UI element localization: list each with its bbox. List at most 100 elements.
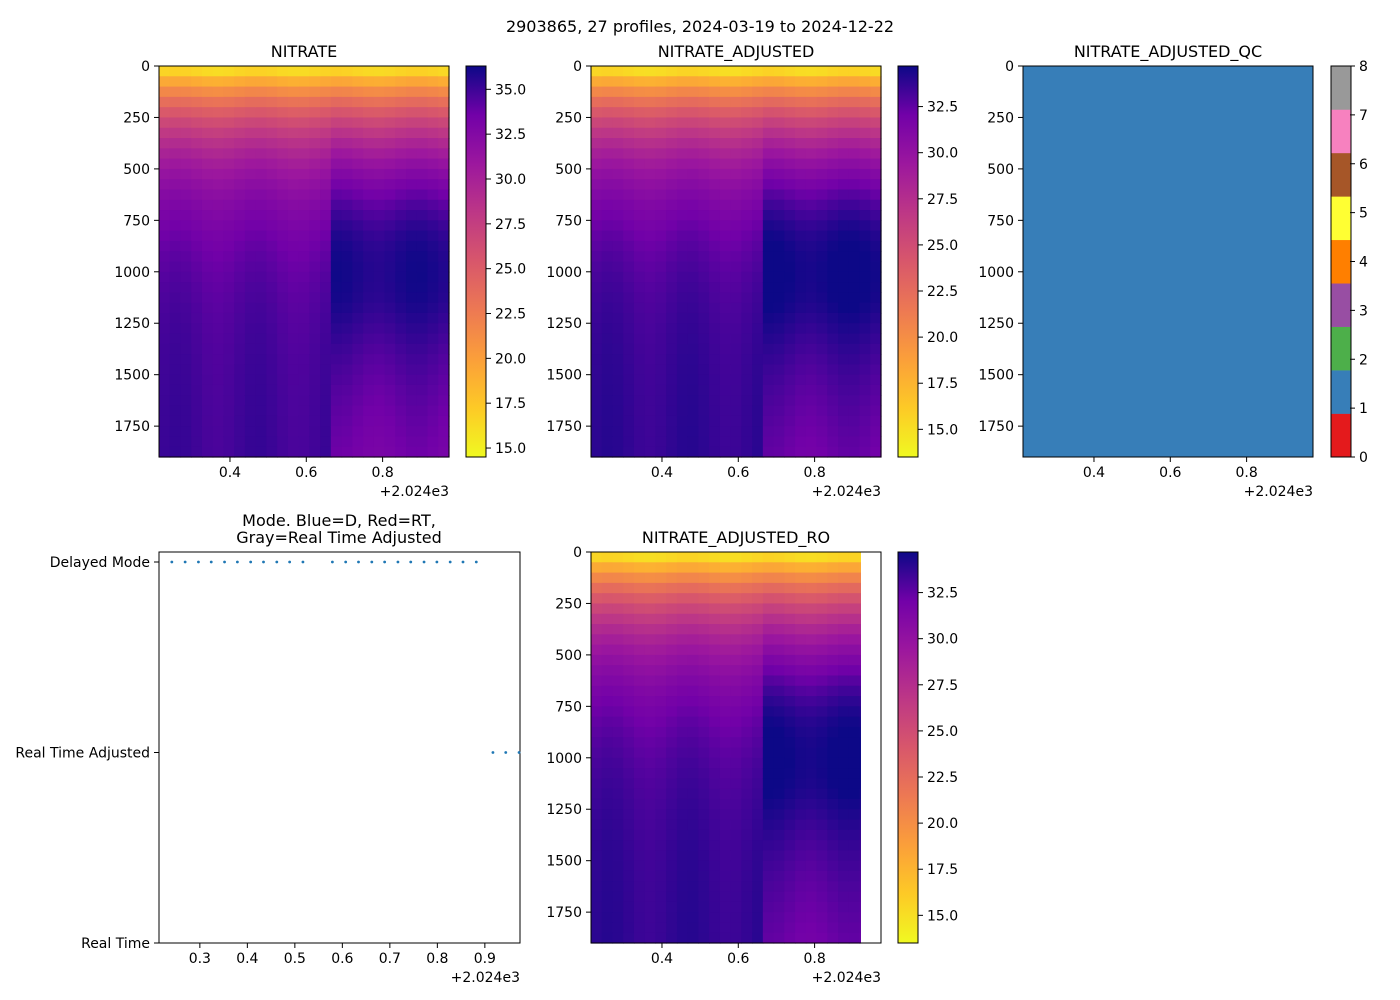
heatmap-cell [644,76,657,88]
heatmap-cell [752,436,764,448]
heatmap-cell [601,757,614,769]
axes-title: NITRATE_ADJUSTED_RO [642,528,830,548]
heatmap-cell [730,168,742,180]
heatmap-cell [698,922,710,934]
heatmap-cell [201,323,214,335]
heatmap-cell [848,251,861,263]
heatmap-cell [827,829,839,841]
heatmap-cell [655,107,667,119]
heatmap-cell [201,138,214,149]
heatmap-cell [816,148,828,160]
heatmap-cell [762,922,775,934]
heatmap-cell [816,922,828,934]
heatmap-cell [633,922,646,934]
heatmap-cell [601,798,614,810]
heatmap-cell [666,333,678,345]
heatmap-cell [644,809,657,821]
heatmap-cell [741,644,753,656]
heatmap-cell [223,271,235,283]
heatmap-cell [373,282,386,293]
heatmap-cell [719,374,732,386]
heatmap-cell [709,446,721,458]
heatmap-cell [666,768,678,779]
heatmap-cell [805,179,818,191]
heatmap-cell [601,613,614,625]
heatmap-cell [698,354,710,365]
heatmap-cell [666,127,678,139]
colorbar-tick-label: 20.0 [927,816,958,832]
heatmap-cell [784,582,796,594]
heatmap-cell [363,405,375,417]
colorbar-tick-label: 6 [1359,157,1368,173]
heatmap-cell [784,179,796,191]
heatmap-cell [687,436,700,448]
heatmap-cell [623,117,635,129]
heatmap-cell [341,189,353,201]
heatmap-cell [805,96,818,108]
heatmap-cell [612,415,624,427]
heatmap-cell [859,706,861,718]
heatmap-cell [255,138,268,149]
heatmap-cell [191,446,203,458]
heatmap-cell [427,436,439,448]
heatmap-cell [687,552,700,563]
heatmap-cell [687,860,700,872]
heatmap-cell [591,562,603,574]
heatmap-cell [762,96,775,108]
x-tick-label: 0.8 [426,951,448,967]
heatmap-cell [859,644,861,656]
heatmap-cell [719,654,732,666]
heatmap-cell [201,261,214,273]
heatmap-cell [612,138,624,149]
heatmap-cell [384,343,396,355]
heatmap-cell [655,881,667,893]
heatmap-cell [373,210,386,221]
heatmap-cell [223,148,235,160]
heatmap-cell [676,127,689,139]
heatmap-cell [427,395,439,407]
heatmap-cell [384,117,396,129]
heatmap-cell [784,261,796,273]
heatmap-cell [719,364,732,376]
heatmap-cell [848,415,861,427]
heatmap-cell [298,199,310,211]
heatmap-cell [352,374,364,386]
heatmap-cell [859,572,861,584]
heatmap-cell [644,706,657,718]
heatmap-cell [805,117,818,129]
heatmap-cell [838,405,850,417]
heatmap-cell [309,343,321,355]
heatmap-cell [373,323,386,335]
heatmap-cell [805,86,818,98]
heatmap-cell [309,374,321,386]
heatmap-cell [655,117,667,129]
heatmap-cell [298,138,310,149]
heatmap-cell [719,384,732,396]
heatmap-cell [406,158,418,170]
heatmap-cell [687,343,700,355]
heatmap-cell [341,405,353,417]
heatmap-cell [741,572,753,584]
heatmap-cell [805,282,818,293]
heatmap-cell [838,654,850,666]
heatmap-cell [698,850,710,862]
heatmap-cell [623,624,635,635]
heatmap-cell [395,210,407,221]
heatmap-cell [644,572,657,584]
heatmap-cell [612,809,624,821]
heatmap-cell [201,271,214,283]
heatmap-cell [623,127,635,139]
heatmap-cell [784,634,796,646]
heatmap-cell [298,405,310,417]
heatmap-cell [698,778,710,790]
heatmap-cell [687,665,700,677]
heatmap-cell [234,168,246,180]
heatmap-cell [859,665,861,677]
heatmap-cell [827,572,839,584]
heatmap-cell [741,634,753,646]
heatmap-cell [741,282,753,293]
heatmap-cell [784,395,796,407]
heatmap-cell [244,323,257,335]
heatmap-cell [805,333,818,345]
heatmap-cell [676,922,689,934]
